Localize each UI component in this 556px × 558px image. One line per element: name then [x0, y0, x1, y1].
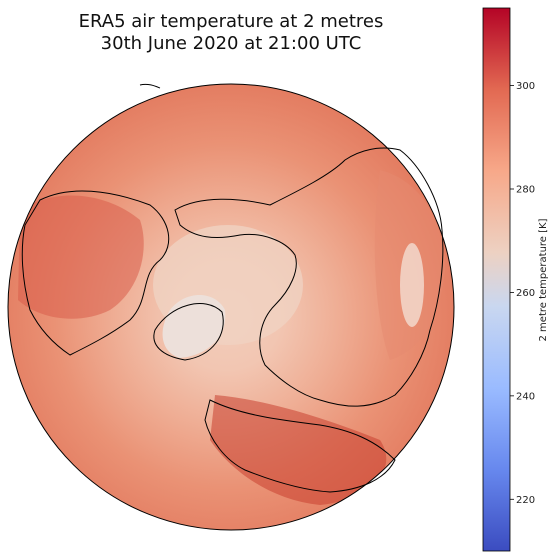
colorbar-tick-label: 280	[516, 185, 535, 196]
colorbar-bar	[482, 7, 511, 552]
globe-outline	[7, 83, 455, 531]
coastline-islands	[139, 83, 161, 89]
coastline-greenland	[153, 303, 224, 361]
map-title-line-1: ERA5 air temperature at 2 metres	[78, 11, 384, 32]
coastline-africa-middle-east	[204, 399, 396, 493]
colorbar-label: 2 metre temperature [K]	[538, 218, 549, 341]
colorbar-tick-label: 300	[516, 81, 535, 92]
coastline-eurasia	[174, 147, 444, 407]
globe	[7, 83, 455, 531]
warm-region-americas	[18, 195, 144, 319]
temperature-field	[18, 170, 445, 505]
colorbar-tick-label: 240	[516, 391, 535, 402]
tibetan-plateau	[400, 243, 424, 327]
colorbar: 220 240 260 280 300 2 metre temperature [K]	[482, 7, 549, 552]
coastline-north-america	[21, 190, 170, 356]
coastlines	[21, 83, 444, 493]
map-title-line-2: 30th June 2020 at 21:00 UTC	[100, 33, 362, 54]
warm-region-africa-asia	[210, 395, 387, 505]
colorbar-tick-label: 260	[516, 288, 535, 299]
colorbar-tick-label: 220	[516, 495, 535, 506]
greenland-ice	[162, 295, 226, 358]
colorbar-ticks: 220 240 260 280 300	[510, 81, 535, 506]
